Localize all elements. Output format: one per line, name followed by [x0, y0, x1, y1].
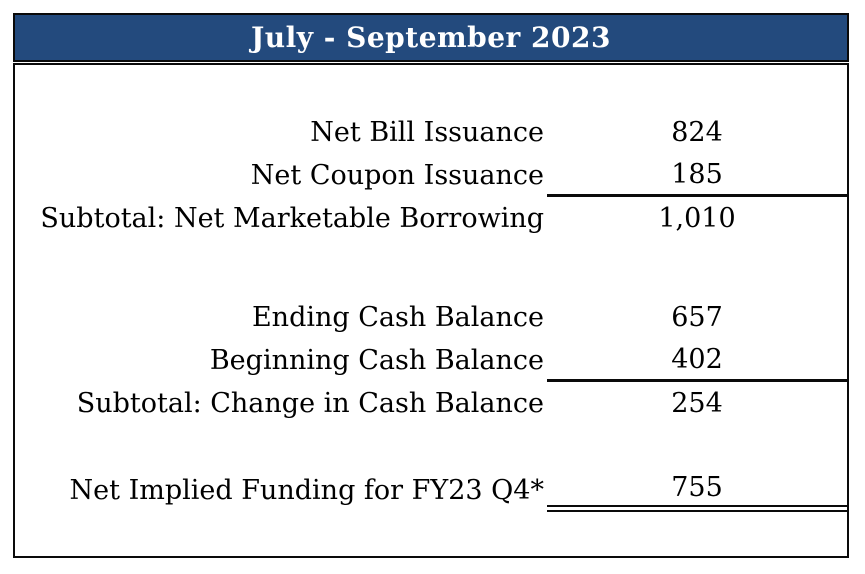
table-row-net-bill-issuance: Net Bill Issuance 824: [15, 111, 847, 154]
row-label: Net Bill Issuance: [310, 117, 544, 148]
row-label: Subtotal: Change in Cash Balance: [76, 388, 544, 419]
table-row-subtotal-net-marketable-borrowing: Subtotal: Net Marketable Borrowing 1,010: [15, 197, 847, 240]
table-row-net-implied-funding: Net Implied Funding for FY23 Q4* 755: [15, 469, 847, 512]
table-row-beginning-cash-balance: Beginning Cash Balance 402: [15, 339, 847, 382]
row-value: 755: [547, 469, 847, 512]
row-value: 254: [671, 388, 723, 419]
table-row-ending-cash-balance: Ending Cash Balance 657: [15, 296, 847, 339]
row-value: 1,010: [658, 203, 736, 234]
table-row-net-coupon-issuance: Net Coupon Issuance 185: [15, 154, 847, 197]
spacer: [15, 425, 847, 469]
table-title: July - September 2023: [251, 21, 611, 54]
row-value: 185: [547, 154, 847, 197]
row-label: Net Coupon Issuance: [250, 160, 544, 191]
spacer: [15, 65, 847, 111]
row-value: 402: [547, 339, 847, 382]
row-label: Subtotal: Net Marketable Borrowing: [40, 203, 544, 234]
table-body: Net Bill Issuance 824 Net Coupon Issuanc…: [13, 63, 849, 558]
row-label: Net Implied Funding for FY23 Q4*: [69, 475, 544, 506]
quarterly-funding-table: July - September 2023 Net Bill Issuance …: [13, 13, 849, 558]
table-title-bar: July - September 2023: [13, 13, 849, 62]
row-value: 824: [671, 117, 723, 148]
table-row-subtotal-change-in-cash-balance: Subtotal: Change in Cash Balance 254: [15, 382, 847, 425]
row-value: 657: [671, 302, 723, 333]
row-label: Ending Cash Balance: [251, 302, 544, 333]
row-label: Beginning Cash Balance: [209, 345, 544, 376]
spacer: [15, 240, 847, 296]
